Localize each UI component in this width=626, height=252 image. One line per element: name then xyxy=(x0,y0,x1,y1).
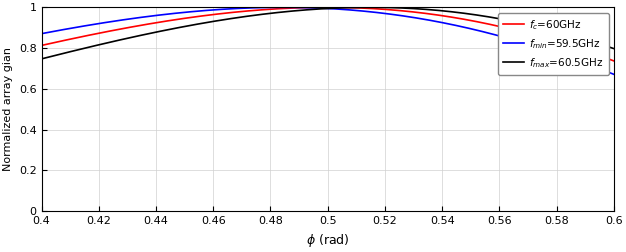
$f_c$=60GHz xyxy=(465,19,473,22)
Line: $f_c$=60GHz: $f_c$=60GHz xyxy=(41,7,614,61)
$f_c$=60GHz xyxy=(410,11,418,14)
Line: $f_{min}$=59.5GHz: $f_{min}$=59.5GHz xyxy=(41,7,614,74)
$f_{min}$=59.5GHz xyxy=(465,27,473,30)
$f_c$=60GHz xyxy=(381,8,389,11)
$f_{min}$=59.5GHz xyxy=(279,6,287,9)
$f_{min}$=59.5GHz xyxy=(610,73,618,76)
$f_{max}$=60.5GHz xyxy=(465,12,473,15)
$f_{min}$=59.5GHz xyxy=(410,16,418,19)
Legend: $f_c$=60GHz, $f_{min}$=59.5GHz, $f_{max}$=60.5GHz: $f_c$=60GHz, $f_{min}$=59.5GHz, $f_{max}… xyxy=(498,13,608,75)
$f_{max}$=60.5GHz xyxy=(381,6,389,9)
$f_c$=60GHz xyxy=(324,6,331,9)
$f_c$=60GHz xyxy=(141,23,149,26)
$f_{max}$=60.5GHz xyxy=(257,13,264,16)
$f_{max}$=60.5GHz xyxy=(508,20,516,23)
$f_c$=60GHz xyxy=(508,28,516,31)
$f_c$=60GHz xyxy=(38,44,45,47)
$f_{max}$=60.5GHz xyxy=(141,33,149,36)
Line: $f_{max}$=60.5GHz: $f_{max}$=60.5GHz xyxy=(41,7,614,59)
$f_{min}$=59.5GHz xyxy=(508,38,516,41)
$f_{min}$=59.5GHz xyxy=(257,6,264,9)
$f_c$=60GHz xyxy=(257,8,264,11)
$f_c$=60GHz xyxy=(610,59,618,62)
$f_{min}$=59.5GHz xyxy=(381,12,389,15)
$f_{max}$=60.5GHz xyxy=(38,57,45,60)
Y-axis label: Normalized array gian: Normalized array gian xyxy=(3,47,13,171)
X-axis label: $\phi$ (rad): $\phi$ (rad) xyxy=(306,232,349,249)
$f_{max}$=60.5GHz xyxy=(367,6,374,9)
$f_{min}$=59.5GHz xyxy=(141,15,149,18)
$f_{max}$=60.5GHz xyxy=(410,7,418,10)
$f_{min}$=59.5GHz xyxy=(38,32,45,35)
$f_{max}$=60.5GHz xyxy=(610,47,618,50)
